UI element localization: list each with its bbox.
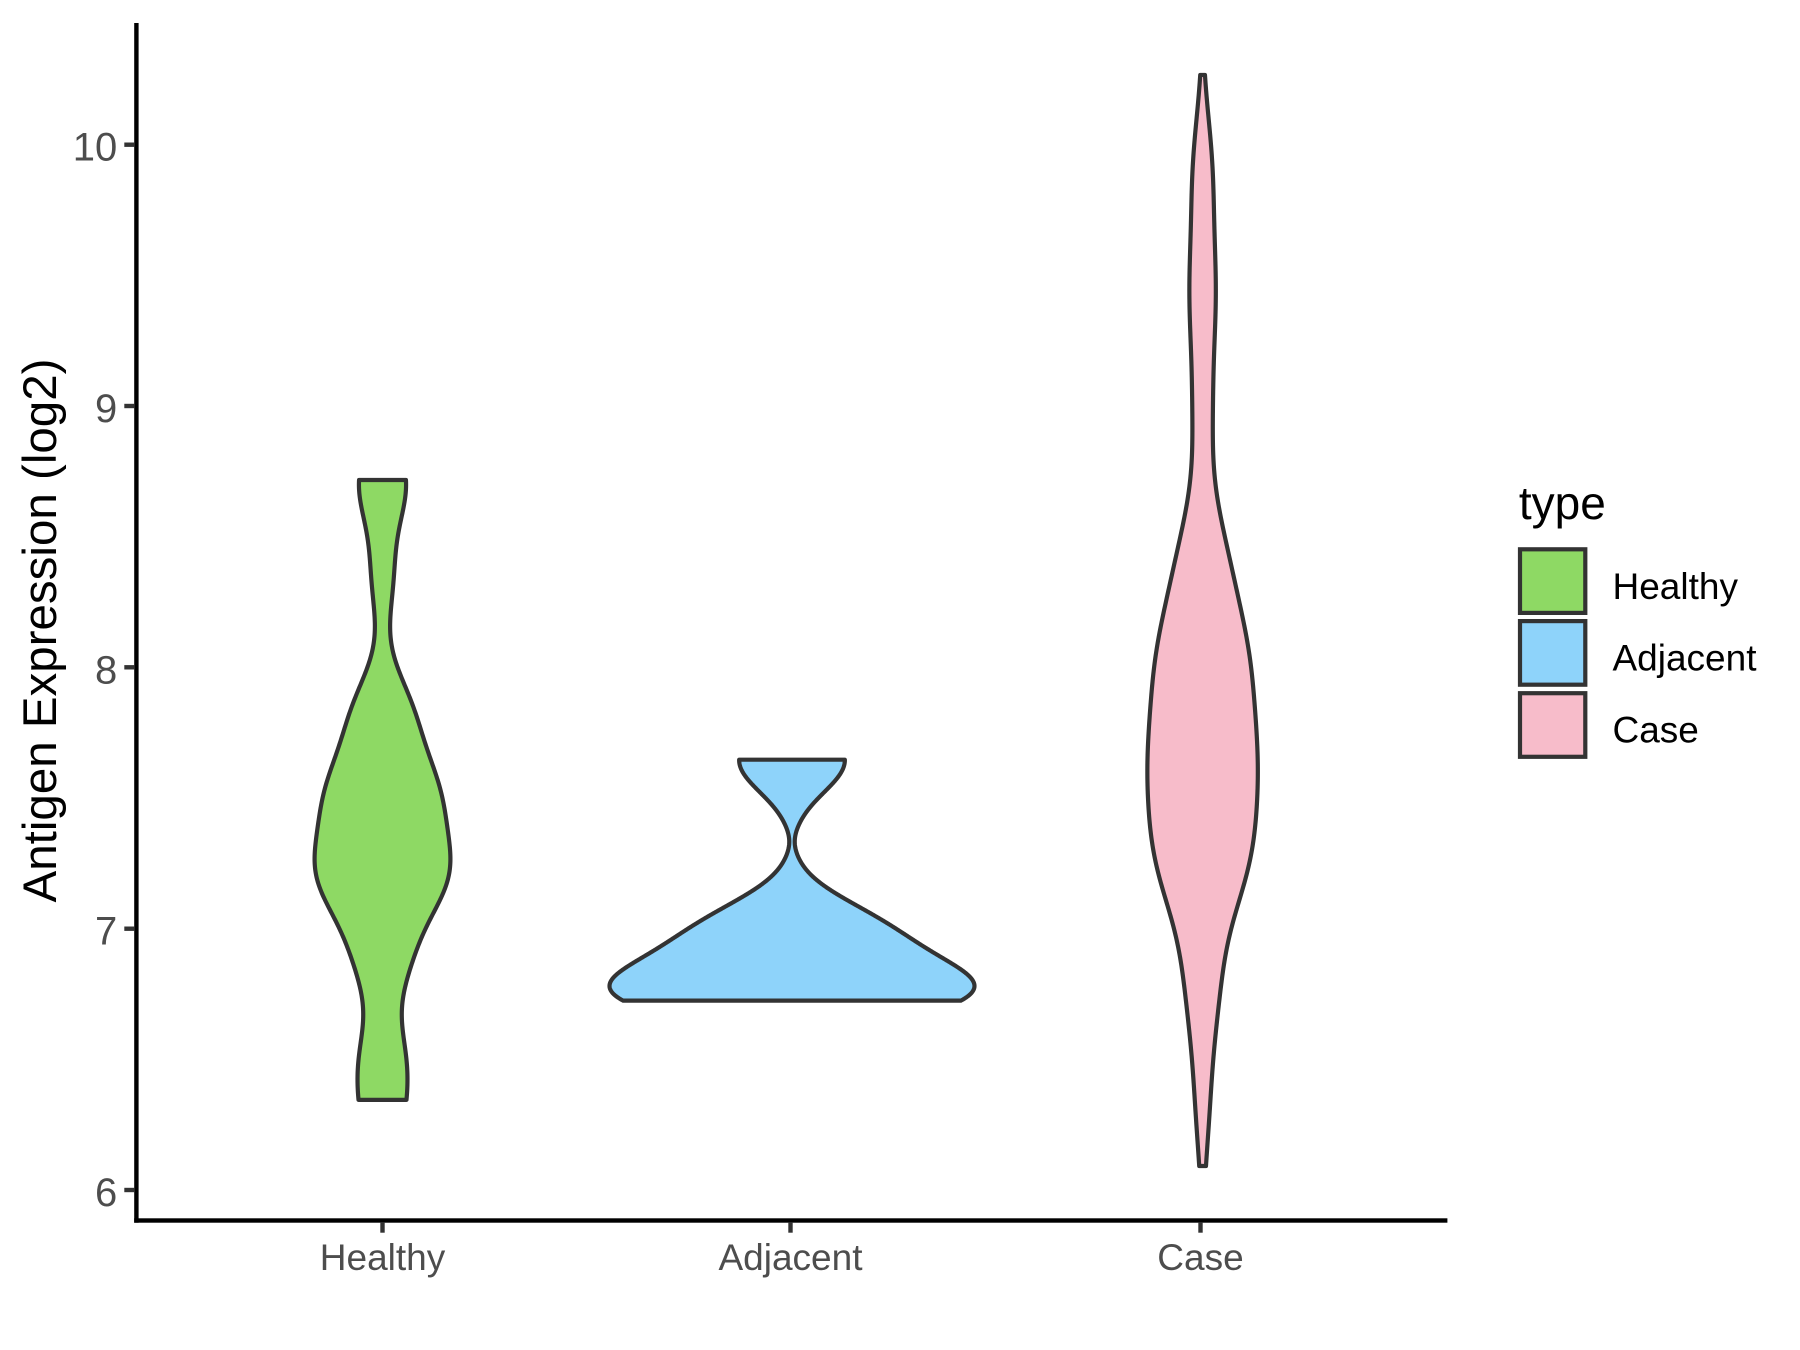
svg-text:Healthy: Healthy [320, 1237, 446, 1278]
svg-text:Case: Case [1157, 1237, 1243, 1278]
svg-text:9: 9 [95, 387, 117, 431]
svg-text:type: type [1519, 477, 1606, 529]
svg-text:7: 7 [95, 910, 117, 954]
svg-text:10: 10 [73, 126, 118, 170]
svg-text:Healthy: Healthy [1613, 566, 1739, 607]
svg-text:Antigen Expression (log2): Antigen Expression (log2) [14, 359, 67, 903]
svg-text:6: 6 [95, 1171, 117, 1215]
svg-text:Adjacent: Adjacent [719, 1237, 864, 1278]
svg-text:Adjacent: Adjacent [1613, 638, 1758, 679]
svg-text:8: 8 [95, 648, 117, 692]
svg-text:Case: Case [1613, 710, 1699, 751]
